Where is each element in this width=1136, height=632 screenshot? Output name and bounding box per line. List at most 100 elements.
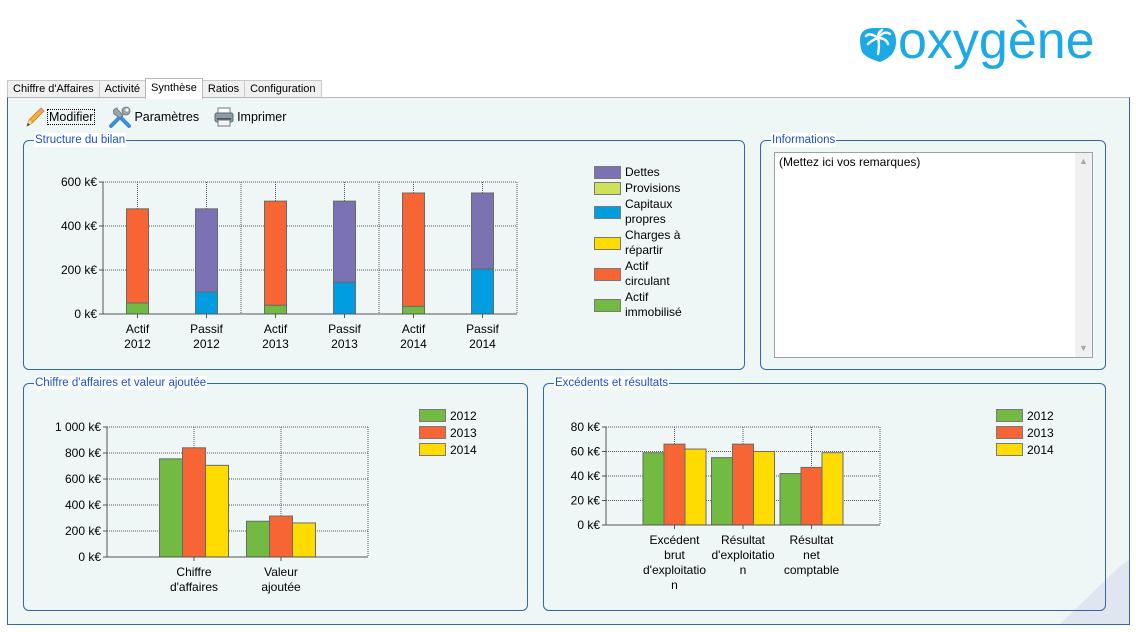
exc-xtick-label: Excédent <box>649 533 700 547</box>
exc-xtick-label: comptable <box>784 563 840 577</box>
ca-ytick-label: 0 k€ <box>78 550 101 564</box>
tab-activite[interactable]: Activité <box>98 80 147 98</box>
ca-ytick-label: 200 k€ <box>65 524 101 538</box>
informations-title: Informations <box>771 133 837 147</box>
bar-capitaux-propres <box>333 281 356 315</box>
modifier-label: Modifier <box>46 109 96 125</box>
legend-label: Charges à répartir <box>625 228 681 257</box>
legend-swatch <box>996 443 1023 456</box>
ca-bar-2014 <box>205 464 229 558</box>
scroll-up-icon[interactable]: ▲ <box>1079 156 1088 166</box>
legend-swatch <box>996 409 1023 422</box>
exc-bar-2014 <box>821 452 844 526</box>
remarques-scrollbar[interactable]: ▲ ▼ <box>1075 153 1092 357</box>
exc-xtick-label: d'exploitatio <box>712 548 775 562</box>
legend-label: 2012 <box>450 409 477 423</box>
bar-actif-circulant <box>126 208 149 304</box>
legend-swatch <box>419 426 446 439</box>
structure-bilan-legend: Dettes Provisions Capitaux propres Charges … <box>594 165 682 321</box>
bar-actif-immobilis- <box>402 305 425 315</box>
printer-icon <box>214 107 234 127</box>
bilan-xtick-label: 2013 <box>262 337 289 351</box>
bilan-ytick-label: 200 k€ <box>61 263 97 277</box>
bar-dettes <box>471 192 494 270</box>
ca-ytick-label: 1 000 k€ <box>55 420 101 434</box>
ca-bar-2012 <box>246 520 270 558</box>
ca-xtick-label: d'affaires <box>170 580 218 594</box>
legend-swatch <box>419 443 446 456</box>
legend-swatch <box>996 426 1023 439</box>
bilan-xtick-label: 2012 <box>124 337 151 351</box>
parametres-button[interactable]: Paramètres <box>108 105 199 129</box>
legend-item: Actif immobilisé <box>594 290 682 320</box>
background-decoration <box>1060 559 1129 624</box>
bar-actif-immobilis- <box>126 302 149 315</box>
ca-xtick-label: Valeur <box>264 565 298 579</box>
exc-xtick-label: d'exploitatio <box>643 563 706 577</box>
tab-synthese[interactable]: Synthèse <box>145 78 203 99</box>
scroll-down-icon[interactable]: ▼ <box>1079 343 1088 353</box>
exc-bar-2014 <box>753 451 775 526</box>
bilan-ytick-label: 400 k€ <box>61 219 97 233</box>
bilan-xtick-label: 2014 <box>469 337 496 351</box>
excedents-legend: 2012 2013 2014 <box>996 409 1054 460</box>
bilan-xtick-label: 2014 <box>400 337 427 351</box>
legend-item: 2012 <box>996 409 1054 424</box>
bilan-xtick-label: Passif <box>328 322 361 336</box>
bilan-ytick-label: 600 k€ <box>61 175 97 189</box>
legend-swatch <box>594 182 621 195</box>
ca-va-title: Chiffre d'affaires et valeur ajoutée <box>34 376 208 390</box>
exc-bar-2012 <box>779 473 802 526</box>
brand-name: oxygène <box>898 12 1095 70</box>
exc-xtick-label: brut <box>664 548 685 562</box>
exc-ytick-label: 0 k€ <box>577 518 600 532</box>
bar-dettes <box>195 208 218 293</box>
legend-swatch <box>594 299 621 312</box>
exc-xtick-label: n <box>740 563 747 577</box>
exc-ytick-label: 40 k€ <box>571 469 601 483</box>
legend-label: Actif immobilisé <box>625 290 682 319</box>
pencil-icon <box>26 107 45 127</box>
bar-dettes <box>333 200 356 283</box>
exc-bar-2013 <box>732 443 754 526</box>
ca-ytick-label: 600 k€ <box>65 472 101 486</box>
bilan-xtick-label: Actif <box>126 322 150 336</box>
bilan-ytick-label: 0 k€ <box>74 307 97 321</box>
bilan-xtick-label: Actif <box>264 322 288 336</box>
ca-bar-2013 <box>269 515 293 558</box>
legend-item: Charges à répartir <box>594 228 682 258</box>
bilan-xtick-label: 2013 <box>331 337 358 351</box>
legend-label: Actif circulant <box>625 259 670 288</box>
legend-item: 2013 <box>419 426 477 441</box>
remarques-textarea[interactable]: (Mettez ici vos remarques) <box>774 152 1093 358</box>
informations-group: Informations <box>760 133 1106 370</box>
structure-bilan-group: Structure du bilan <box>23 133 745 370</box>
legend-swatch <box>594 206 621 219</box>
legend-label: 2013 <box>1027 426 1054 440</box>
exc-xtick-label: Résultat <box>721 533 766 547</box>
tab-configuration[interactable]: Configuration <box>244 80 322 98</box>
legend-label: Provisions <box>625 181 681 195</box>
legend-label: 2013 <box>450 426 477 440</box>
bilan-xtick-label: Passif <box>466 322 499 336</box>
ca-ytick-label: 800 k€ <box>65 446 101 460</box>
ca-va-legend: 2012 2013 2014 <box>419 409 477 460</box>
modifier-button[interactable]: Modifier <box>24 106 96 128</box>
tools-icon <box>109 106 132 128</box>
bar-capitaux-propres <box>195 291 218 315</box>
palm-tree-icon <box>860 28 896 62</box>
legend-item: 2012 <box>419 409 477 424</box>
bilan-xtick-label: Passif <box>190 322 223 336</box>
legend-item: Provisions <box>594 181 682 196</box>
imprimer-button[interactable]: Imprimer <box>213 106 286 128</box>
ca-xtick-label: ajoutée <box>261 580 301 594</box>
exc-ytick-label: 80 k€ <box>571 420 601 434</box>
bar-actif-circulant <box>402 192 425 307</box>
legend-item: 2014 <box>419 443 477 458</box>
excedents-group: Excédents et résultats <box>543 376 1106 611</box>
tab-chiffre-affaires[interactable]: Chiffre d'Affaires <box>7 80 100 98</box>
legend-item: Actif circulant <box>594 259 682 289</box>
bar-capitaux-propres <box>471 268 494 315</box>
bilan-xtick-label: 2012 <box>193 337 220 351</box>
